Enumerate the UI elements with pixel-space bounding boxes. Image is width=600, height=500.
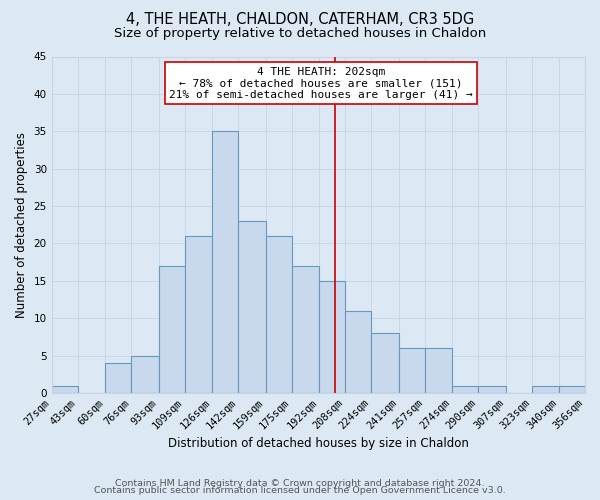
Text: Contains HM Land Registry data © Crown copyright and database right 2024.: Contains HM Land Registry data © Crown c… bbox=[115, 478, 485, 488]
Bar bbox=[105, 363, 131, 393]
Bar bbox=[266, 236, 292, 393]
Text: Size of property relative to detached houses in Chaldon: Size of property relative to detached ho… bbox=[114, 28, 486, 40]
Bar bbox=[238, 221, 266, 393]
Bar bbox=[212, 132, 238, 393]
Bar bbox=[52, 386, 77, 393]
Bar bbox=[398, 348, 425, 393]
Bar bbox=[371, 333, 398, 393]
Bar bbox=[345, 310, 371, 393]
Bar bbox=[292, 266, 319, 393]
Bar bbox=[319, 281, 345, 393]
Text: 4 THE HEATH: 202sqm
← 78% of detached houses are smaller (151)
21% of semi-detac: 4 THE HEATH: 202sqm ← 78% of detached ho… bbox=[169, 66, 473, 100]
Text: 4, THE HEATH, CHALDON, CATERHAM, CR3 5DG: 4, THE HEATH, CHALDON, CATERHAM, CR3 5DG bbox=[126, 12, 474, 28]
Bar bbox=[131, 356, 158, 393]
Bar bbox=[425, 348, 452, 393]
Bar bbox=[185, 236, 212, 393]
Bar bbox=[452, 386, 478, 393]
Bar bbox=[478, 386, 506, 393]
Bar bbox=[532, 386, 559, 393]
Bar bbox=[559, 386, 585, 393]
Bar bbox=[158, 266, 185, 393]
Text: Contains public sector information licensed under the Open Government Licence v3: Contains public sector information licen… bbox=[94, 486, 506, 495]
X-axis label: Distribution of detached houses by size in Chaldon: Distribution of detached houses by size … bbox=[168, 437, 469, 450]
Y-axis label: Number of detached properties: Number of detached properties bbox=[15, 132, 28, 318]
